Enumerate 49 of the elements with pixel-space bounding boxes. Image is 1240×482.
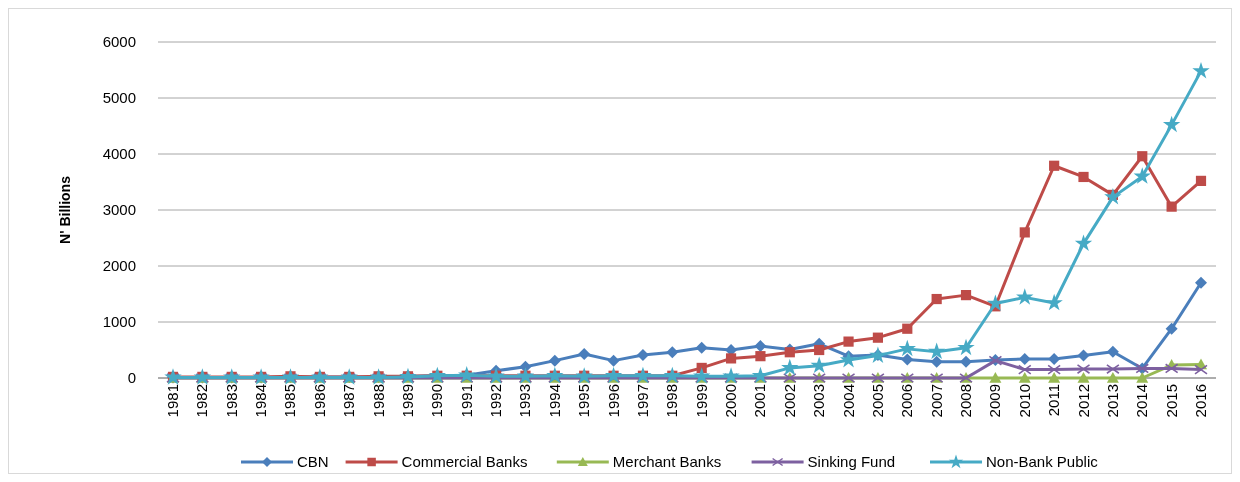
x-tick-label: 1996 — [604, 384, 622, 418]
y-tick-label: 0 — [127, 369, 136, 387]
x-tick-label: 1987 — [340, 384, 358, 418]
x-tick-label: 1985 — [281, 384, 299, 418]
x-tick-label: 1993 — [516, 384, 534, 418]
x-tick-label: 2015 — [1162, 384, 1180, 418]
x-tick-label: 1997 — [633, 384, 651, 418]
legend-label: Non-Bank Public — [986, 453, 1099, 471]
legend-label: Sinking Fund — [807, 453, 896, 471]
x-tick-label: 1982 — [193, 384, 211, 418]
legend-label: Commercial Banks — [401, 453, 528, 471]
x-tick-label: 1990 — [428, 384, 446, 418]
x-tick-label: 1983 — [222, 384, 240, 418]
y-tick-label: 4000 — [102, 145, 136, 163]
x-tick-label: 2010 — [1015, 384, 1033, 418]
y-tick-label: 5000 — [102, 89, 136, 107]
x-tick-label: 2008 — [957, 384, 975, 418]
x-tick-label: 1984 — [252, 384, 270, 418]
x-tick-label: 2004 — [839, 384, 857, 418]
x-tick-label: 2001 — [751, 384, 769, 418]
y-tick-label: 3000 — [102, 201, 136, 219]
x-tick-label: 2000 — [722, 384, 740, 418]
x-tick-label: 2003 — [810, 384, 828, 418]
x-tick-label: 1986 — [310, 384, 328, 418]
legend-label: CBN — [297, 453, 329, 471]
x-tick-label: 1994 — [545, 384, 563, 418]
x-tick-label: 2009 — [986, 384, 1004, 418]
y-axis-title: N' Billions — [57, 175, 73, 244]
y-tick-label: 6000 — [102, 33, 136, 51]
x-tick-label: 1998 — [663, 384, 681, 418]
x-tick-label: 2002 — [780, 384, 798, 418]
x-tick-label: 2007 — [927, 384, 945, 418]
x-tick-label: 1981 — [164, 384, 181, 418]
x-tick-label: 2014 — [1133, 384, 1151, 418]
x-tick-label: 1992 — [487, 384, 505, 418]
x-tick-label: 2012 — [1074, 384, 1092, 418]
x-tick-label: 2006 — [898, 384, 916, 418]
x-tick-label: 1991 — [457, 384, 475, 418]
y-tick-label: 1000 — [102, 313, 136, 331]
x-tick-label: 2013 — [1103, 384, 1121, 418]
legend-label: Merchant Banks — [612, 453, 722, 471]
y-tick-label: 2000 — [102, 257, 136, 275]
x-tick-label: 2005 — [868, 384, 886, 418]
x-tick-label: 2016 — [1192, 384, 1209, 418]
x-tick-label: 1995 — [575, 384, 593, 418]
x-tick-label: 1999 — [692, 384, 710, 418]
x-tick-label: 1988 — [369, 384, 387, 418]
x-tick-label: 1989 — [398, 384, 416, 418]
x-tick-label: 2011 — [1045, 384, 1063, 417]
